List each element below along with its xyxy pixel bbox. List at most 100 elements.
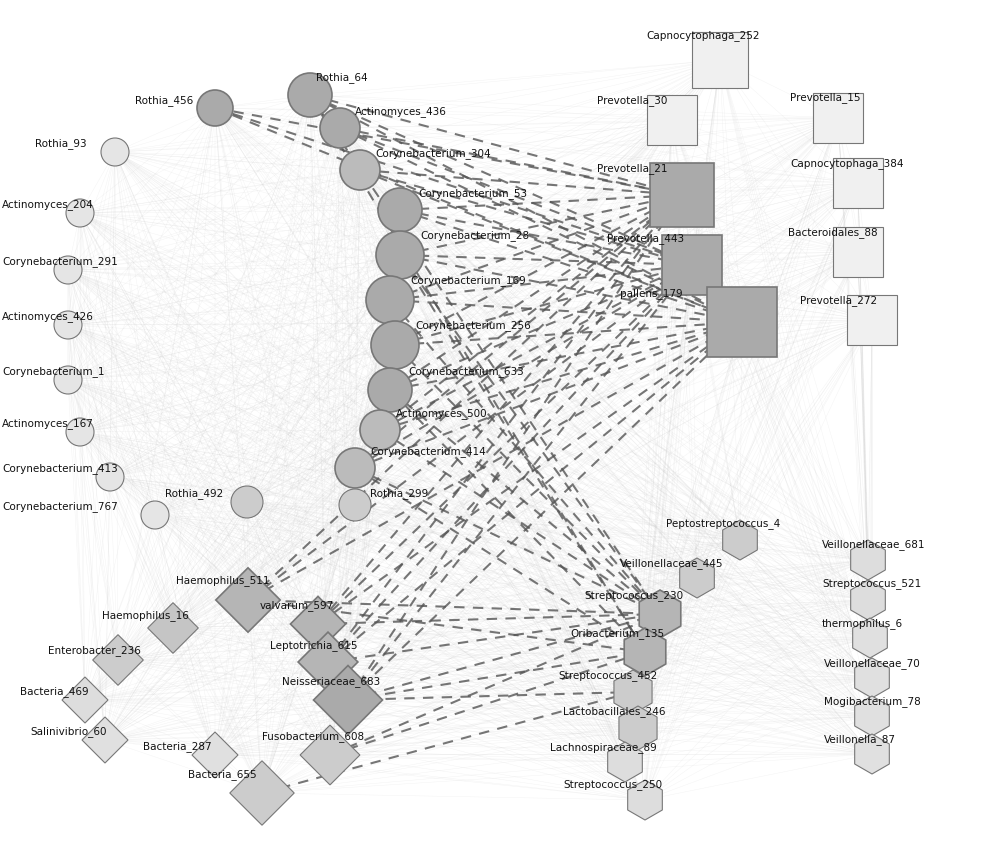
Text: Corynebacterium_304: Corynebacterium_304 (375, 148, 491, 159)
FancyBboxPatch shape (707, 287, 777, 357)
Text: Corynebacterium_291: Corynebacterium_291 (2, 256, 118, 267)
FancyBboxPatch shape (847, 295, 897, 345)
FancyBboxPatch shape (692, 32, 748, 88)
Circle shape (339, 489, 371, 521)
Text: Corynebacterium_28: Corynebacterium_28 (420, 230, 529, 241)
Text: Rothia_64: Rothia_64 (316, 72, 368, 83)
Text: Haemophilus_16: Haemophilus_16 (102, 610, 189, 621)
Polygon shape (680, 558, 714, 598)
Text: Streptococcus_250: Streptococcus_250 (563, 779, 662, 790)
Polygon shape (93, 635, 143, 685)
Text: Corynebacterium_169: Corynebacterium_169 (410, 275, 526, 286)
Polygon shape (314, 666, 382, 734)
Circle shape (66, 418, 94, 446)
Polygon shape (624, 628, 666, 676)
Text: Prevotella_15: Prevotella_15 (790, 92, 860, 103)
Circle shape (376, 231, 424, 279)
Polygon shape (614, 670, 652, 714)
Text: Lachnospiraceae_89: Lachnospiraceae_89 (550, 742, 657, 753)
Polygon shape (82, 717, 128, 763)
Text: Corynebacterium_53: Corynebacterium_53 (418, 188, 527, 199)
Text: Bacteroidales_88: Bacteroidales_88 (788, 227, 878, 238)
Text: Actinomyces_436: Actinomyces_436 (355, 106, 447, 117)
Circle shape (360, 410, 400, 450)
Text: Rothia_93: Rothia_93 (35, 138, 87, 149)
Circle shape (378, 188, 422, 232)
Circle shape (54, 256, 82, 284)
Circle shape (141, 501, 169, 529)
Text: Peptostreptococcus_4: Peptostreptococcus_4 (666, 518, 780, 529)
Text: Rothia_456: Rothia_456 (135, 95, 193, 106)
Polygon shape (855, 696, 889, 736)
Text: thermophilus_6: thermophilus_6 (822, 618, 903, 629)
Polygon shape (300, 725, 360, 784)
Circle shape (96, 463, 124, 491)
Text: Corynebacterium_633: Corynebacterium_633 (408, 366, 524, 377)
Text: Corynebacterium_1: Corynebacterium_1 (2, 366, 104, 377)
Polygon shape (298, 633, 358, 692)
Text: Corynebacterium_256: Corynebacterium_256 (415, 320, 531, 331)
Text: Leptotrichia_615: Leptotrichia_615 (270, 640, 358, 651)
Text: Capnocytophaga_384: Capnocytophaga_384 (790, 158, 904, 169)
Polygon shape (192, 732, 238, 778)
Text: Enterobacter_236: Enterobacter_236 (48, 645, 141, 656)
Text: Capnocytophaga_252: Capnocytophaga_252 (646, 30, 760, 41)
Circle shape (366, 276, 414, 324)
Circle shape (288, 73, 332, 117)
Polygon shape (851, 540, 885, 580)
Polygon shape (851, 580, 885, 620)
Text: Rothia_492: Rothia_492 (165, 488, 223, 499)
Text: Veillonellaceae_445: Veillonellaceae_445 (620, 558, 724, 569)
Circle shape (371, 321, 419, 369)
Text: Oribacterium_135: Oribacterium_135 (570, 628, 664, 639)
Text: Veillonella_87: Veillonella_87 (824, 734, 896, 745)
Polygon shape (723, 520, 757, 560)
Text: Fusobacterium_608: Fusobacterium_608 (262, 731, 364, 742)
Circle shape (320, 108, 360, 148)
Polygon shape (853, 618, 887, 658)
Text: pallens_179: pallens_179 (620, 288, 683, 299)
Text: Bacteria_469: Bacteria_469 (20, 686, 89, 697)
Text: Actinomyces_500: Actinomyces_500 (396, 408, 488, 419)
FancyBboxPatch shape (650, 163, 714, 227)
Text: Veillonellaceae_70: Veillonellaceae_70 (824, 658, 921, 669)
Polygon shape (639, 590, 681, 638)
Circle shape (231, 486, 263, 518)
Text: Haemophilus_511: Haemophilus_511 (176, 575, 270, 586)
Text: Veillonellaceae_681: Veillonellaceae_681 (822, 539, 926, 550)
Text: Prevotella_30: Prevotella_30 (597, 95, 667, 106)
Circle shape (101, 138, 129, 166)
Polygon shape (216, 568, 280, 633)
Text: Rothia_299: Rothia_299 (370, 488, 428, 499)
Text: Salinivibrio_60: Salinivibrio_60 (30, 726, 106, 737)
Polygon shape (230, 761, 294, 825)
Text: Neisseriaceae_683: Neisseriaceae_683 (282, 676, 380, 687)
FancyBboxPatch shape (833, 158, 883, 208)
Text: Streptococcus_521: Streptococcus_521 (822, 578, 921, 589)
Circle shape (335, 448, 375, 488)
Text: valvarum_597: valvarum_597 (260, 600, 334, 611)
Polygon shape (62, 677, 108, 723)
FancyBboxPatch shape (662, 235, 722, 295)
Text: Lactobacillales_246: Lactobacillales_246 (563, 706, 666, 717)
Polygon shape (855, 734, 889, 774)
Text: Prevotella_21: Prevotella_21 (597, 163, 668, 174)
Text: Bacteria_655: Bacteria_655 (188, 769, 257, 780)
Circle shape (368, 368, 412, 412)
Circle shape (340, 150, 380, 190)
Text: Corynebacterium_414: Corynebacterium_414 (370, 446, 486, 457)
Circle shape (66, 199, 94, 227)
Text: Corynebacterium_413: Corynebacterium_413 (2, 463, 118, 474)
Text: Streptococcus_230: Streptococcus_230 (584, 590, 683, 601)
Polygon shape (290, 596, 346, 651)
Text: Bacteria_287: Bacteria_287 (143, 741, 212, 752)
Text: Actinomyces_167: Actinomyces_167 (2, 418, 94, 429)
Polygon shape (148, 603, 198, 653)
Polygon shape (855, 658, 889, 698)
Polygon shape (628, 780, 662, 820)
Text: Prevotella_443: Prevotella_443 (607, 233, 684, 244)
Circle shape (54, 311, 82, 339)
Text: Mogibacterium_78: Mogibacterium_78 (824, 696, 921, 707)
Text: Streptococcus_452: Streptococcus_452 (558, 670, 657, 681)
FancyBboxPatch shape (813, 93, 863, 143)
